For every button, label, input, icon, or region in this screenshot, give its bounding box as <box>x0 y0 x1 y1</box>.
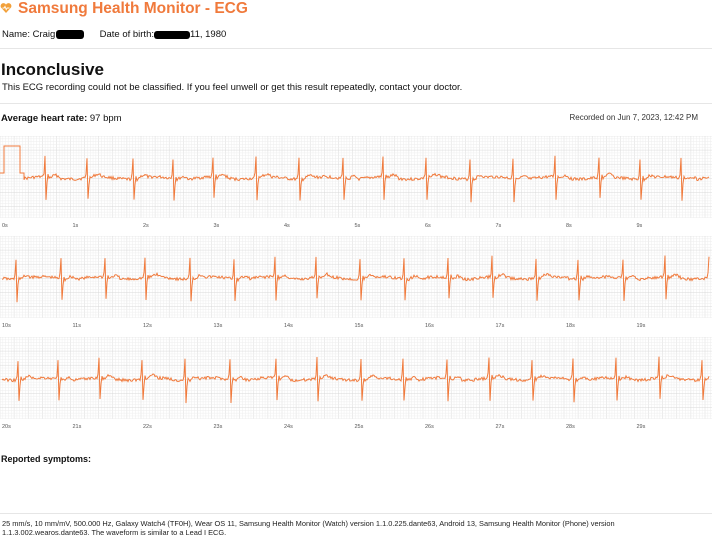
patient-name: Craig <box>32 29 56 40</box>
time-tick-label: 4s <box>284 223 290 229</box>
time-tick-label: 25s <box>355 424 364 430</box>
time-tick-label: 19s <box>637 323 646 329</box>
ecg-chart: 20s 21s 22s 23s 24s 25s 26s 27s 28s 29s <box>0 337 712 430</box>
time-tick-label: 6s <box>425 223 431 229</box>
time-tick-label: 5s <box>355 223 361 229</box>
time-tick-label: 20s <box>2 424 11 430</box>
time-tick-label: 1s <box>73 223 79 229</box>
time-tick-label: 13s <box>214 323 223 329</box>
time-tick-label: 21s <box>73 424 82 430</box>
ecg-strip: 10s 11s 12s 13s 14s 15s 16s 17s 18s 19s <box>0 236 712 332</box>
heart-rate: Average heart rate: 97 bpm <box>1 113 122 124</box>
time-tick-label: 24s <box>284 424 293 430</box>
divider <box>0 513 712 514</box>
time-tick-label: 7s <box>496 223 502 229</box>
time-tick-label: 26s <box>425 424 434 430</box>
time-tick-label: 22s <box>143 424 152 430</box>
time-tick-label: 14s <box>284 323 293 329</box>
ecg-waveform <box>1 356 710 404</box>
ecg-grid <box>0 136 712 219</box>
header: Samsung Health Monitor - ECG <box>0 0 712 20</box>
patient-info: Name: Craig Date of birth: 11, 1980 <box>2 29 226 40</box>
time-tick-label: 12s <box>143 323 152 329</box>
dob-label: Date of birth: <box>99 29 154 40</box>
ecg-strip: 20s 21s 22s 23s 24s 25s 26s 27s 28s 29s <box>0 337 712 433</box>
redaction-mark <box>56 30 85 39</box>
divider <box>0 48 712 49</box>
time-tick-label: 3s <box>214 223 220 229</box>
time-tick-label: 23s <box>214 424 223 430</box>
redaction-mark <box>154 30 190 39</box>
time-tick-label: 17s <box>496 323 505 329</box>
name-label: Name: <box>2 29 30 40</box>
ecg-chart: 10s 11s 12s 13s 14s 15s 16s 17s 18s 19s <box>0 236 712 329</box>
result-description: This ECG recording could not be classifi… <box>2 82 463 93</box>
heart-icon <box>0 3 12 13</box>
time-tick-label: 15s <box>355 323 364 329</box>
time-tick-label: 8s <box>566 223 572 229</box>
patient-dob: 11, 1980 <box>190 29 227 40</box>
time-tick-label: 28s <box>566 424 575 430</box>
divider <box>0 103 712 104</box>
time-tick-label: 29s <box>637 424 646 430</box>
recorded-timestamp: Recorded on Jun 7, 2023, 12:42 PM <box>569 113 698 122</box>
time-tick-label: 9s <box>637 223 643 229</box>
result-title: Inconclusive <box>1 60 104 79</box>
time-tick-label: 2s <box>143 223 149 229</box>
time-tick-label: 16s <box>425 323 434 329</box>
heart-rate-value: 97 bpm <box>89 113 122 124</box>
ecg-grid <box>0 337 712 420</box>
time-tick-label: 27s <box>496 424 505 430</box>
ecg-strip: 0s 1s 2s 3s 4s 5s 6s 7s 8s 9s <box>0 136 712 232</box>
heart-rate-label: Average heart rate: <box>1 113 88 124</box>
time-tick-label: 18s <box>566 323 575 329</box>
time-tick-label: 0s <box>2 223 8 229</box>
reported-symptoms-label: Reported symptoms: <box>1 454 92 464</box>
ecg-waveform <box>1 255 710 303</box>
ecg-chart: 0s 1s 2s 3s 4s 5s 6s 7s 8s 9s <box>0 136 712 229</box>
ecg-waveform <box>0 145 710 203</box>
time-tick-label: 11s <box>73 323 82 329</box>
time-tick-label: 10s <box>2 323 11 329</box>
app-title: Samsung Health Monitor - ECG <box>18 0 248 17</box>
recording-details: 25 mm/s, 10 mm/mV, 500.000 Hz, Galaxy Wa… <box>2 519 615 537</box>
